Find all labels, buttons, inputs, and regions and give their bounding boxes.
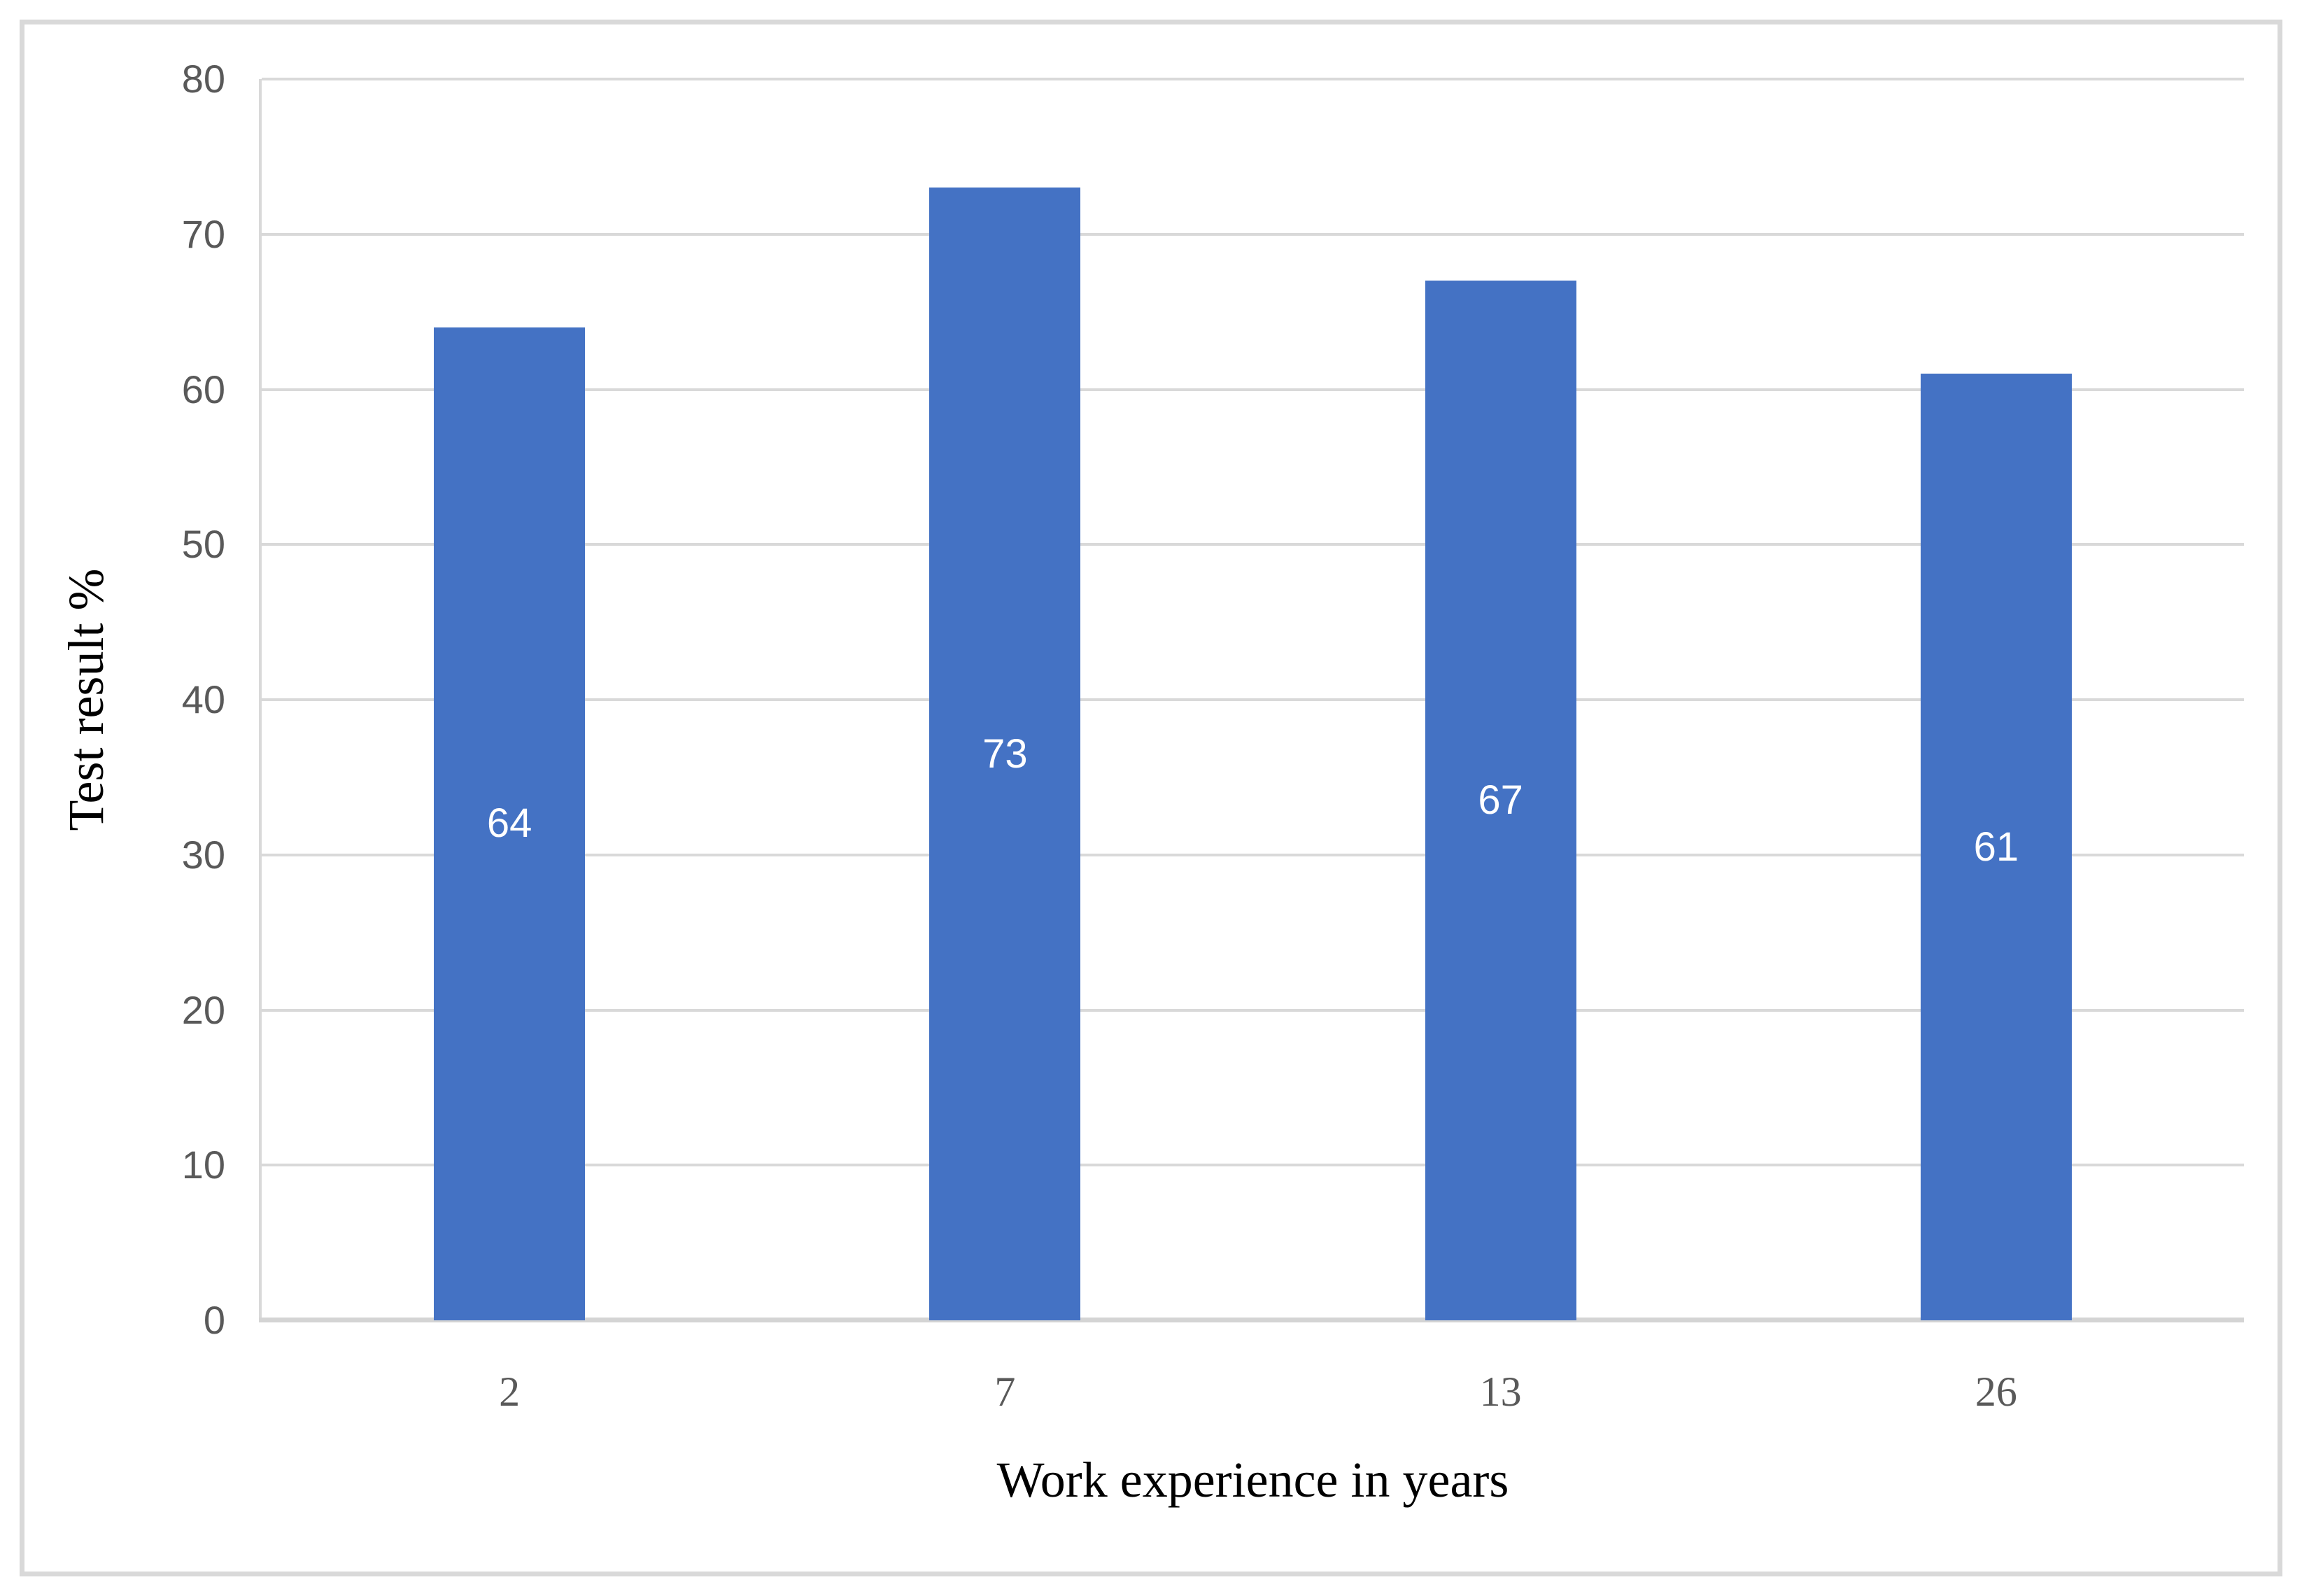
y-tick-label: 60 [181, 367, 225, 411]
y-tick-label: 50 [181, 522, 225, 567]
bar: 61 [1920, 374, 2072, 1320]
x-axis-title: Work experience in years [996, 1452, 1509, 1508]
bar: 67 [1425, 281, 1576, 1320]
gridline [262, 78, 2244, 80]
bar-value-label: 61 [1973, 824, 2019, 870]
y-tick-label: 70 [181, 211, 225, 256]
gridline [262, 1008, 2244, 1012]
bar-value-label: 64 [486, 800, 532, 847]
x-category-label: 2 [499, 1369, 521, 1415]
gridline [262, 698, 2244, 701]
bar-value-label: 67 [1478, 777, 1523, 824]
y-tick-label: 80 [181, 57, 225, 101]
x-axis-line [259, 1318, 2244, 1322]
gridline [262, 543, 2244, 546]
x-category-label: 26 [1975, 1369, 2017, 1415]
bar-value-label: 73 [982, 730, 1028, 777]
x-category-label: 13 [1479, 1369, 1522, 1415]
chart-frame: Test result % 0 10 20 30 40 50 60 70 80 64 2 73 7 67 1… [20, 20, 2282, 1576]
y-tick-label: 30 [181, 832, 225, 877]
gridline [262, 232, 2244, 236]
gridline [262, 853, 2244, 856]
y-tick-label: 0 [203, 1298, 225, 1342]
y-tick-label: 20 [181, 987, 225, 1032]
bar: 73 [929, 188, 1081, 1320]
gridline [262, 388, 2244, 391]
plot-area: 0 10 20 30 40 50 60 70 80 64 2 73 7 67 13 61 26 Work expe… [182, 59, 2244, 1505]
y-axis-title: Test result % [58, 568, 114, 831]
y-tick-label: 10 [181, 1143, 225, 1187]
x-category-label: 7 [994, 1369, 1016, 1415]
bar: 64 [434, 327, 586, 1320]
gridline [262, 1164, 2244, 1167]
y-tick-label: 40 [181, 677, 225, 721]
